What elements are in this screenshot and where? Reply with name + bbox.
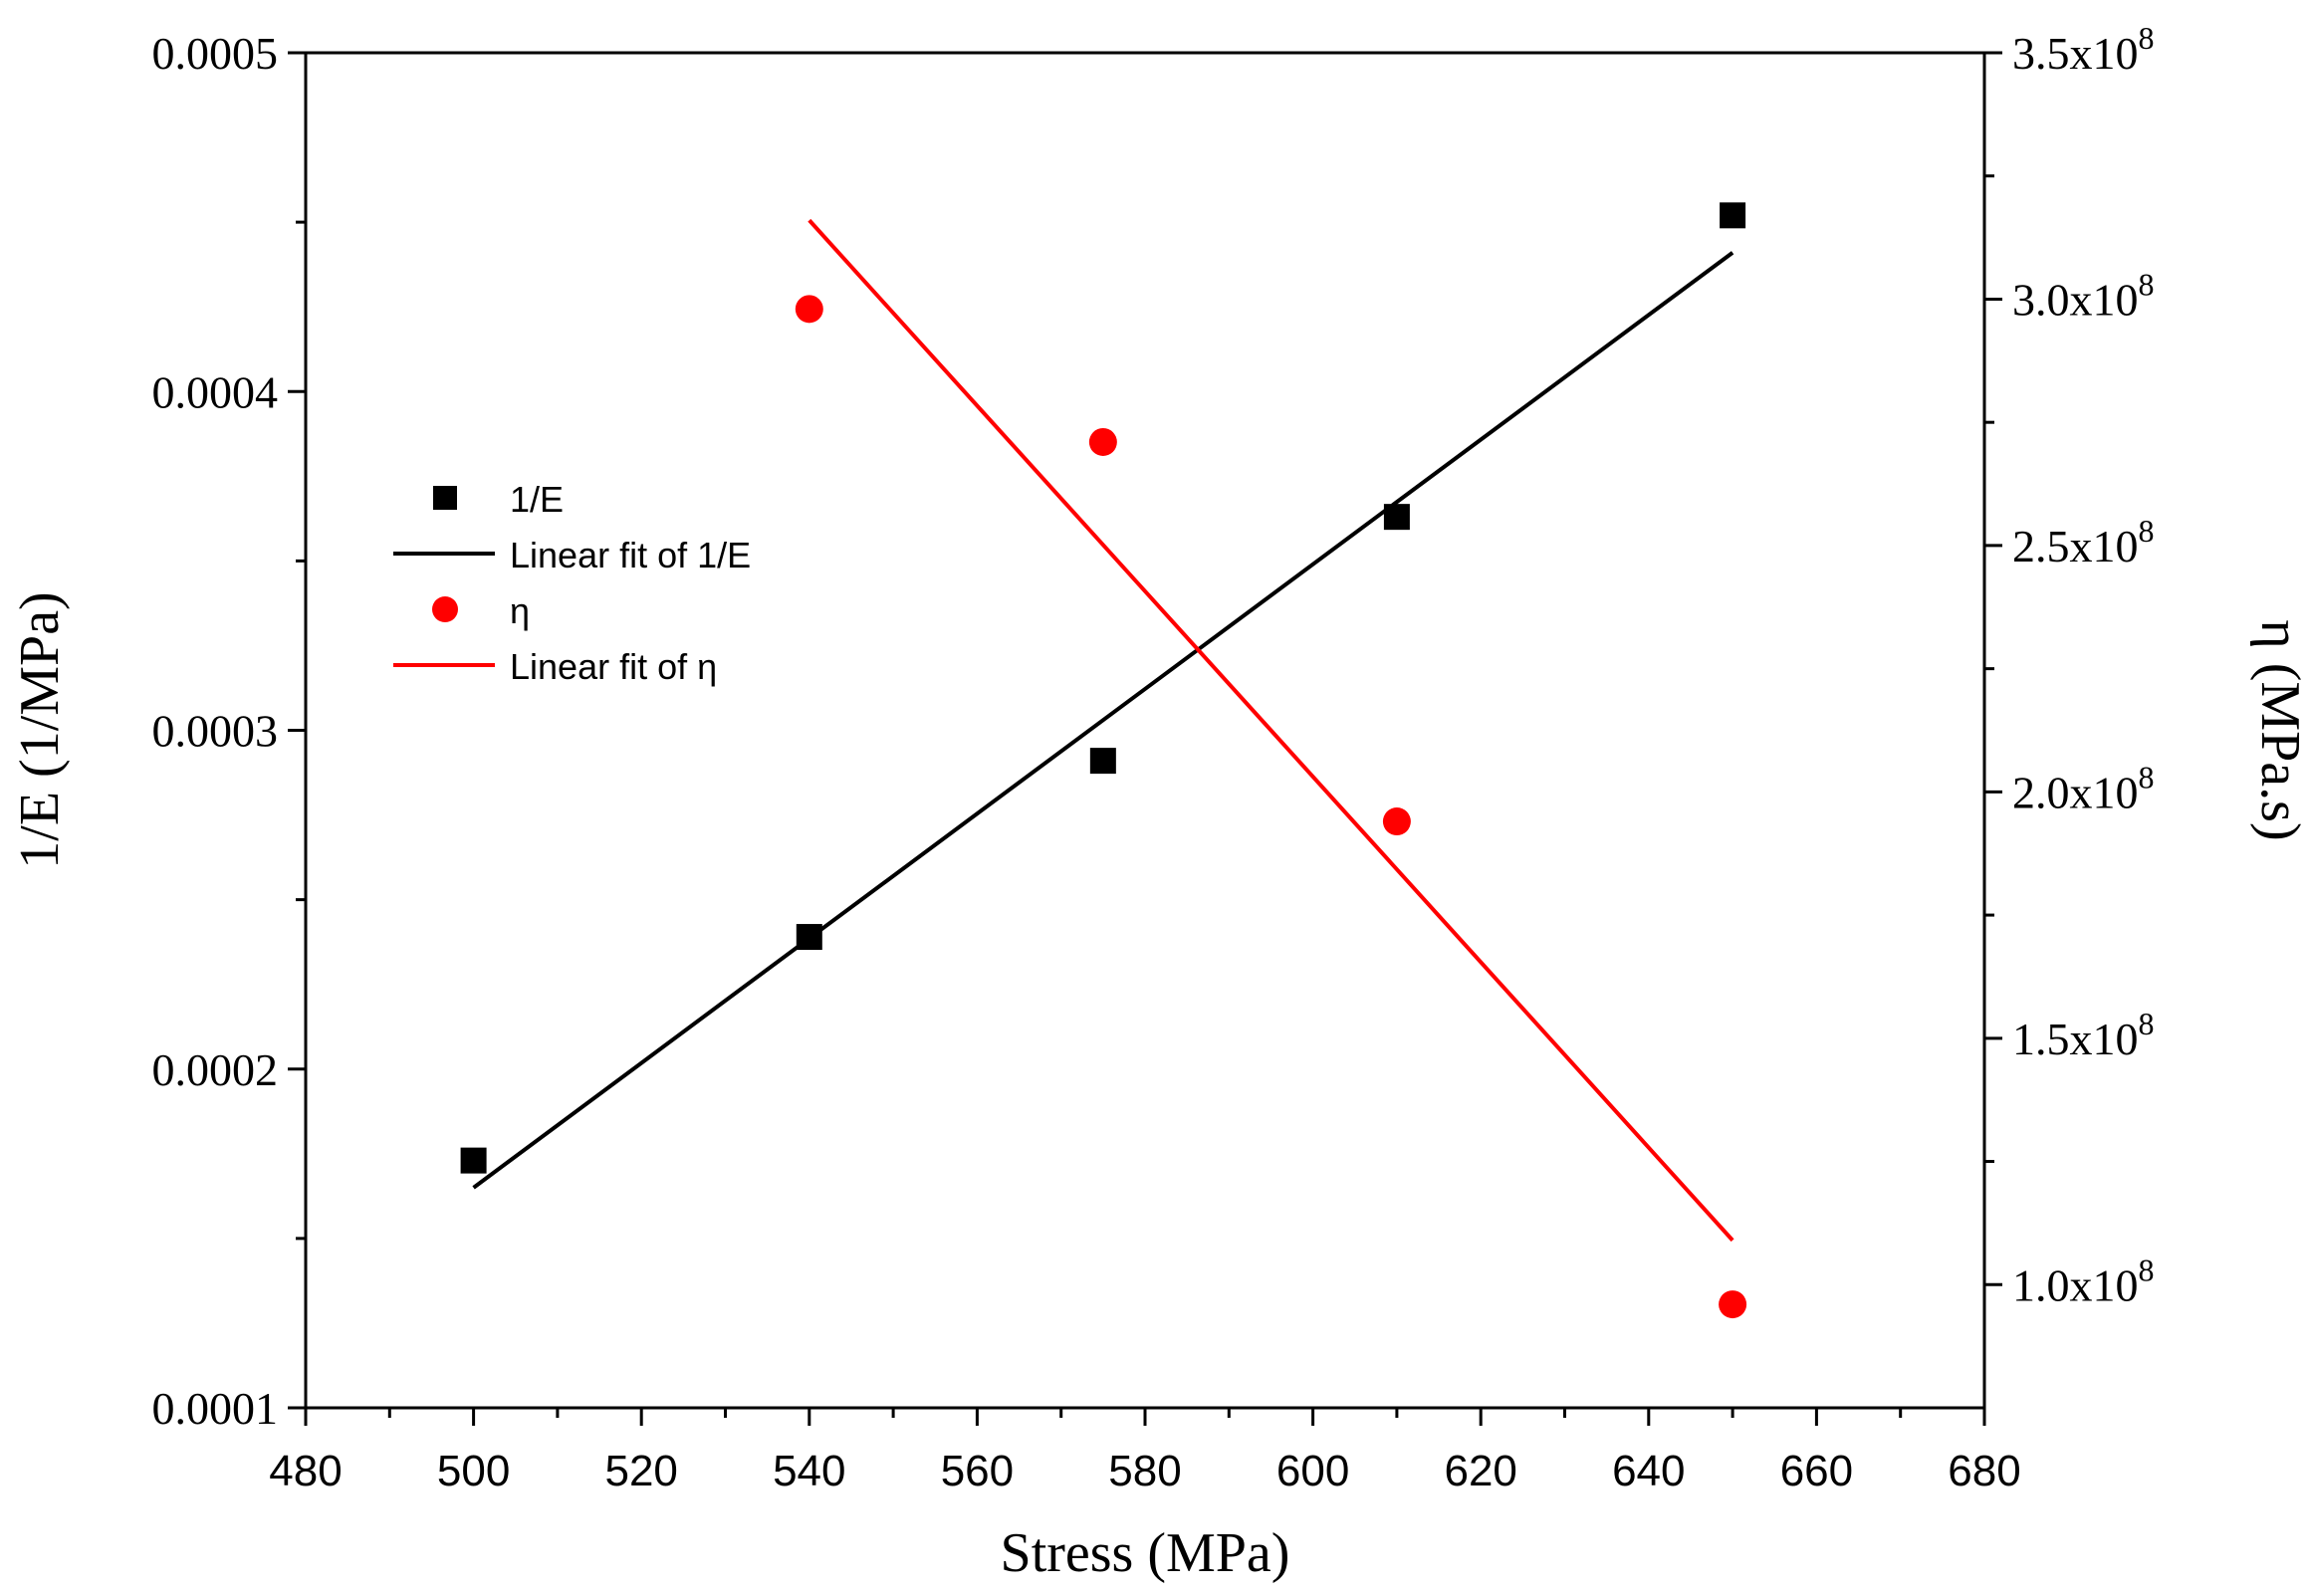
x-tick-label: 540: [773, 1447, 845, 1495]
data-point-eta: [1382, 807, 1411, 836]
data-point-1e: [1383, 504, 1410, 531]
x-tick-label: 680: [1948, 1447, 2020, 1495]
y-left-tick-label: 0.0002: [152, 1044, 279, 1095]
y-right-tick-mantissa: 3.5x10: [2012, 28, 2139, 79]
fit-line-1e: [472, 251, 1734, 1190]
data-markers: [460, 202, 1747, 1319]
y-right-tick-label: 1.5x108: [2012, 1006, 2155, 1064]
x-tick-labels: 480 500 520 540 560 580 600 620 640 660 680: [269, 1447, 2020, 1495]
y-right-tick-mantissa: 3.0x10: [2012, 274, 2139, 325]
legend-label: Linear fit of 1/E: [510, 535, 751, 575]
y-right-tick-exponent: 8: [2139, 1252, 2155, 1287]
data-point-1e: [460, 1147, 487, 1174]
plot-frame: [304, 51, 1986, 1410]
y-right-tick-label: 1.0x108: [2012, 1252, 2155, 1310]
fit-lines: [472, 218, 1734, 1243]
data-point-1e: [1089, 748, 1116, 775]
y-right-tick-mantissa: 1.5x10: [2012, 1014, 2139, 1064]
data-point-eta: [1088, 427, 1117, 456]
y-left-tick-labels: 0.0001 0.0002 0.0003 0.0004 0.0005: [152, 28, 279, 1434]
x-tick-label: 640: [1612, 1447, 1685, 1495]
y-left-tick-label: 0.0003: [152, 706, 279, 757]
y-right-tick-mantissa: 2.5x10: [2012, 521, 2139, 571]
y-right-tick-exponent: 8: [2139, 266, 2155, 302]
y-right-tick-exponent: 8: [2139, 20, 2155, 56]
y-right-tick-exponent: 8: [2139, 513, 2155, 549]
x-tick-label: 660: [1780, 1447, 1853, 1495]
y-right-tick-mantissa: 2.0x10: [2012, 767, 2139, 817]
x-tick-label: 500: [437, 1447, 510, 1495]
y-left-axis-title: 1/E (1/MPa): [9, 591, 71, 868]
data-point-1e: [1720, 202, 1746, 229]
x-tick-label: 480: [269, 1447, 342, 1495]
y-right-tick-label: 2.0x108: [2012, 759, 2155, 817]
y-right-axis-title: η (MPa.s): [2249, 619, 2309, 840]
y-left-tick-label: 0.0005: [152, 28, 279, 79]
y-right-tick-exponent: 8: [2139, 1006, 2155, 1041]
axis-ticks: [288, 51, 2002, 1426]
y-right-tick-label: 3.5x108: [2012, 20, 2155, 79]
legend-symbol-square: [433, 486, 457, 510]
y-right-tick-label: 3.0x108: [2012, 266, 2155, 325]
legend-label: 1/E: [510, 479, 564, 520]
y-right-tick-label: 2.5x108: [2012, 513, 2155, 571]
data-point-eta: [1719, 1290, 1747, 1319]
y-left-tick-label: 0.0001: [152, 1383, 279, 1434]
x-tick-label: 520: [604, 1447, 677, 1495]
x-tick-label: 620: [1444, 1447, 1516, 1495]
data-point-eta: [795, 295, 823, 324]
x-axis-title: Stress (MPa): [1001, 1522, 1290, 1584]
fit-line-eta: [808, 218, 1734, 1243]
y-right-tick-labels: 1.0x1081.5x1082.0x1082.5x1083.0x1083.5x1…: [2012, 20, 2155, 1310]
legend-label: Linear fit of η: [510, 646, 717, 687]
legend-symbol-circle: [432, 596, 458, 622]
x-tick-label: 560: [941, 1447, 1014, 1495]
x-tick-label: 600: [1276, 1447, 1349, 1495]
legend: 1/E Linear fit of 1/E η Linear fit of η: [393, 479, 751, 687]
data-point-1e: [796, 924, 822, 951]
x-tick-label: 580: [1108, 1447, 1181, 1495]
y-right-tick-mantissa: 1.0x10: [2012, 1259, 2139, 1310]
legend-label: η: [510, 590, 530, 631]
y-left-tick-label: 0.0004: [152, 366, 279, 417]
y-right-tick-exponent: 8: [2139, 759, 2155, 795]
